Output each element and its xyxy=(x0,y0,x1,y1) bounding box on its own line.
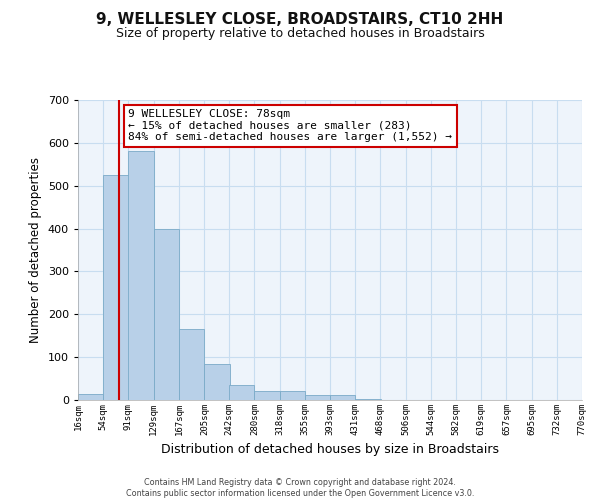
Bar xyxy=(205,364,230,400)
Bar xyxy=(78,394,103,400)
Bar xyxy=(103,175,129,400)
Text: Contains HM Land Registry data © Crown copyright and database right 2024.
Contai: Contains HM Land Registry data © Crown c… xyxy=(126,478,474,498)
Bar xyxy=(305,395,330,400)
Text: 9, WELLESLEY CLOSE, BROADSTAIRS, CT10 2HH: 9, WELLESLEY CLOSE, BROADSTAIRS, CT10 2H… xyxy=(97,12,503,28)
X-axis label: Distribution of detached houses by size in Broadstairs: Distribution of detached houses by size … xyxy=(161,444,499,456)
Bar xyxy=(254,390,280,400)
Y-axis label: Number of detached properties: Number of detached properties xyxy=(29,157,42,343)
Bar xyxy=(128,152,154,400)
Text: Size of property relative to detached houses in Broadstairs: Size of property relative to detached ho… xyxy=(116,28,484,40)
Bar xyxy=(154,228,179,400)
Bar xyxy=(330,395,355,400)
Bar xyxy=(179,330,205,400)
Bar xyxy=(229,385,254,400)
Bar xyxy=(355,398,381,400)
Bar xyxy=(280,390,305,400)
Text: 9 WELLESLEY CLOSE: 78sqm
← 15% of detached houses are smaller (283)
84% of semi-: 9 WELLESLEY CLOSE: 78sqm ← 15% of detach… xyxy=(128,109,452,142)
